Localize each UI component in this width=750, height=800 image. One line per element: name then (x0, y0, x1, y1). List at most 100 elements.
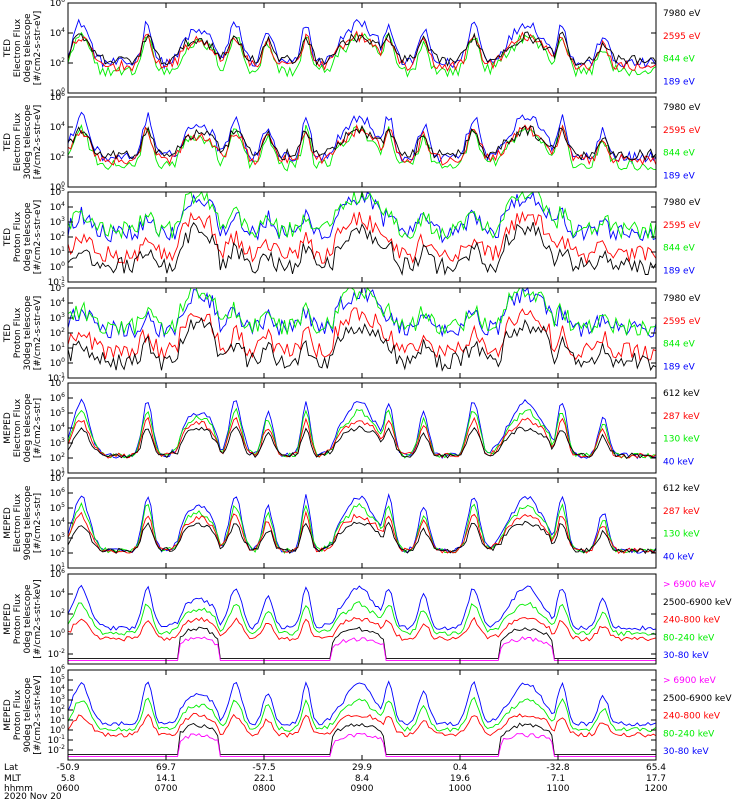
x-tick-label: 0600 (57, 784, 80, 794)
y-tick-exponent: 4 (61, 297, 65, 304)
legend-entry: > 6900 keV (663, 676, 717, 686)
x-tick-label: 14.1 (156, 774, 176, 784)
legend-entry: 7980 eV (663, 9, 701, 19)
y-tick-exponent: 4 (61, 422, 65, 429)
y-tick-label: 104 (50, 297, 65, 309)
legend-entry: 7980 eV (663, 198, 701, 208)
y-tick-exponent: 1 (61, 246, 65, 253)
y-tick-label: 107 (50, 472, 65, 484)
y-tick-exponent: 2 (61, 327, 65, 334)
y-tick-label: 102 (50, 231, 65, 243)
y-tick-label: 100 (50, 261, 65, 273)
series-line-ted-e-30-2 (67, 124, 657, 166)
x-tick-label: 1200 (645, 784, 668, 794)
x-tick-label: 17.7 (646, 774, 666, 784)
y-tick-exponent: -1 (59, 734, 65, 741)
y-axis-label-line: TED (3, 133, 13, 152)
y-tick-label: 104 (50, 517, 65, 529)
y-axis-label: TEDProton Flux30deg telescope[#/cm2-s-st… (3, 295, 43, 370)
x-tick-label: 19.6 (450, 774, 470, 784)
y-tick-label: 106 (50, 568, 65, 580)
y-axis-label-line: MEPED (3, 412, 13, 444)
series-line-meped-e-90-0 (67, 493, 657, 554)
y-axis-label-line: [#/cm2-s-str] (33, 398, 43, 458)
y-tick-exponent: 6 (61, 392, 65, 399)
y-axis-label-line: TED (3, 228, 13, 247)
legend-entry: 2595 eV (663, 126, 701, 136)
y-tick-exponent: 0 (61, 724, 65, 731)
series-line-meped-p-0-3 (68, 626, 656, 660)
y-axis-label-line: Electron Flux (13, 398, 23, 457)
y-axis-label: TEDElectron Flux0deg telescope[#/cm2-s-s… (3, 11, 43, 86)
y-tick-label: 103 (50, 216, 65, 228)
x-axis-row-label: Lat (4, 763, 19, 773)
y-tick-exponent: -1 (59, 372, 65, 379)
legend-entry: 844 eV (663, 55, 696, 65)
y-axis-label: TEDElectron Flux30deg telescope[#/cm2-s-… (3, 104, 43, 179)
legend-entry: 189 eV (663, 172, 696, 182)
legend-entry: 130 keV (663, 530, 700, 540)
series-line-meped-p-90-3 (68, 722, 656, 756)
legend-entry: 2500-6900 keV (663, 598, 732, 608)
legend-entry: > 6900 keV (663, 580, 717, 590)
y-axis-label-line: [#/cm2-s-str] (33, 493, 43, 553)
series-line-ted-e-0-3 (67, 31, 657, 68)
x-tick-label: 1100 (547, 784, 570, 794)
y-tick-exponent: 1 (61, 467, 65, 474)
y-tick-label: 103 (50, 437, 65, 449)
y-tick-label: 10-2 (48, 648, 66, 660)
series-line-ted-p-30-2 (67, 307, 657, 361)
series-line-ted-e-30-3 (67, 124, 657, 162)
y-axis-label-line: 30deg telescope (23, 104, 33, 179)
y-tick-exponent: 5 (61, 502, 65, 509)
y-tick-label: 105 (50, 186, 65, 198)
series-line-ted-p-30-3 (67, 317, 657, 372)
y-tick-exponent: 3 (61, 312, 65, 319)
panel-ted-p-30: 1 0 -1 100 101 102 103 104 105 TEDProton Flux30de… (3, 282, 701, 384)
y-tick-exponent: 0 (61, 87, 65, 94)
series-line-ted-p-30-1 (67, 287, 657, 337)
y-axis-label-line: 0deg telescope (23, 393, 33, 463)
y-tick-label: 107 (50, 377, 65, 389)
y-tick-exponent: 3 (61, 437, 65, 444)
y-tick-label: 100 (50, 357, 65, 369)
y-axis-label-line: Electron Flux (13, 493, 23, 552)
y-tick-label: 105 (50, 502, 65, 514)
series-line-meped-p-90-4 (68, 733, 656, 757)
y-axis-label-line: [#/cm2-s-str-keV] (33, 675, 43, 754)
y-tick-label: 101 (50, 246, 65, 258)
plot-frame (67, 96, 657, 188)
legend-entry: 612 keV (663, 484, 700, 494)
y-tick-label: 104 (50, 121, 65, 133)
y-tick-label: 104 (50, 201, 65, 213)
legend-entry: 612 keV (663, 389, 700, 399)
y-tick-exponent: 1 (61, 714, 65, 721)
series-line-meped-p-0-4 (68, 636, 656, 661)
y-axis-label-line: [#/cm2-s-str-keV] (33, 579, 43, 658)
y-tick-exponent: 2 (61, 547, 65, 554)
y-tick-exponent: 4 (61, 201, 65, 208)
y-axis-label-line: [#/cm2-s-str-eV] (33, 105, 43, 180)
x-tick-label: -50.9 (56, 763, 80, 773)
y-tick-exponent: -2 (59, 648, 65, 655)
x-tick-label: 65.4 (646, 763, 666, 773)
y-axis-label: MEPEDElectron Flux0deg telescope[#/cm2-s… (3, 393, 43, 463)
legend-entry: 30-80 keV (663, 747, 709, 757)
series-line-meped-e-0-2 (67, 416, 657, 459)
y-tick-exponent: 4 (61, 517, 65, 524)
y-axis-label: MEPEDProton Flux90deg telescope[#/cm2-s-… (3, 675, 43, 754)
series-line-meped-e-0-1 (67, 407, 657, 460)
y-tick-exponent: 3 (61, 532, 65, 539)
legend-entry: 844 eV (663, 244, 696, 254)
y-tick-exponent: 5 (61, 186, 65, 193)
y-tick-exponent: 4 (61, 684, 65, 691)
y-tick-exponent: 1 (61, 342, 65, 349)
legend-entry: 7980 eV (663, 294, 701, 304)
y-tick-label: 105 (50, 407, 65, 419)
y-axis-label-line: 0deg telescope (23, 584, 33, 654)
y-tick-exponent: 2 (61, 231, 65, 238)
y-tick-label: 106 (50, 487, 65, 499)
y-tick-label: 102 (50, 452, 65, 464)
